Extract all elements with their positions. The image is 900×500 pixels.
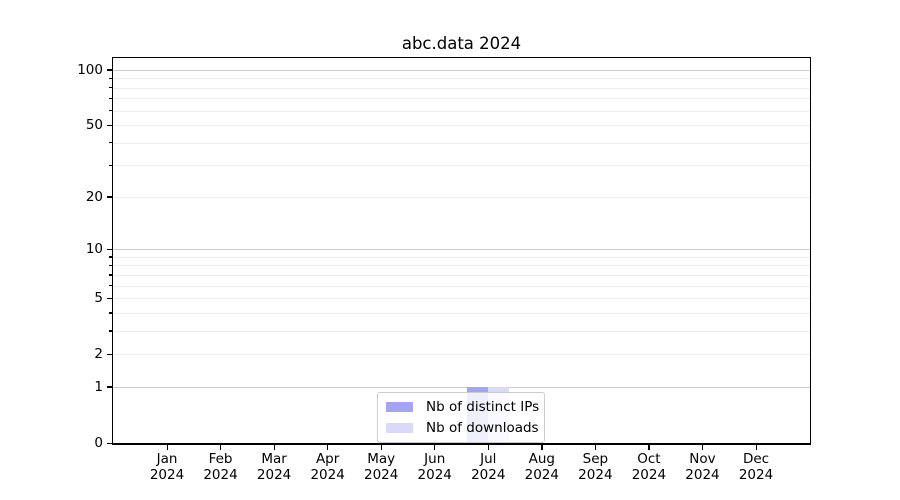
y-tick-label: 10 — [85, 241, 103, 258]
y-tick-label: 20 — [85, 188, 103, 205]
gridline-minor — [113, 354, 810, 356]
x-tick-year: 2024 — [578, 467, 613, 483]
gridline-minor — [113, 265, 810, 267]
legend-swatch-icon — [386, 423, 413, 433]
gridline-minor — [113, 110, 810, 112]
x-tick-year: 2024 — [310, 467, 345, 483]
gridline-minor — [113, 142, 810, 144]
legend-entry: Nb of distinct IPs — [386, 398, 540, 416]
gridline-minor — [113, 98, 810, 100]
x-tick — [755, 445, 757, 450]
legend-entry: Nb of downloads — [386, 419, 539, 437]
x-tick-month: Dec — [742, 451, 770, 467]
gridline-minor — [113, 165, 810, 167]
x-tick-year: 2024 — [363, 467, 399, 483]
y-tick-label: 50 — [85, 117, 103, 134]
x-tick-label: Mar 2024 — [239, 451, 309, 483]
x-tick — [541, 445, 543, 450]
legend-entry-label: Nb of downloads — [426, 420, 539, 436]
x-tick-year: 2024 — [203, 467, 238, 483]
x-tick-label: Oct 2024 — [614, 451, 684, 483]
gridline-major — [113, 386, 810, 388]
x-tick — [594, 445, 597, 450]
plot-area: Nb of distinct IPs Nb of downloads — [112, 57, 811, 445]
x-tick-month: Oct — [637, 451, 661, 467]
gridline-minor — [113, 330, 810, 332]
x-tick-year: 2024 — [738, 467, 774, 483]
x-tick-label: Jul 2024 — [453, 451, 523, 483]
gridline-major — [113, 69, 810, 71]
x-tick-label: May 2024 — [346, 451, 416, 483]
x-tick — [327, 445, 329, 450]
x-tick-label: Feb 2024 — [186, 451, 256, 483]
x-tick-year: 2024 — [631, 467, 667, 483]
x-tick-month: Nov — [689, 451, 716, 467]
x-tick-label: Jan 2024 — [132, 451, 202, 483]
y-tick-label: 100 — [77, 61, 103, 78]
x-tick — [434, 445, 436, 450]
x-tick-label: Nov 2024 — [667, 451, 737, 483]
x-tick — [380, 445, 382, 450]
x-tick — [220, 445, 222, 450]
x-tick-label: Aug 2024 — [507, 451, 577, 483]
gridline-minor — [113, 78, 810, 80]
x-tick-month: Mar — [261, 451, 287, 467]
legend-entry-label: Nb of distinct IPs — [426, 399, 540, 415]
x-tick-month: Apr — [315, 451, 340, 467]
chart-title: abc.data 2024 — [401, 34, 522, 53]
gridline-major — [113, 249, 810, 251]
x-tick-year: 2024 — [149, 467, 185, 483]
y-tick-label: 0 — [94, 435, 103, 451]
gridline-minor — [113, 274, 810, 276]
x-tick — [273, 445, 275, 450]
gridline-minor — [113, 256, 810, 258]
x-tick-year: 2024 — [524, 467, 559, 483]
gridline-minor — [113, 285, 810, 287]
x-tick-year: 2024 — [685, 467, 720, 483]
x-tick — [648, 445, 650, 450]
legend: Nb of distinct IPs Nb of downloads — [377, 392, 545, 443]
x-tick-month: Jul — [480, 451, 497, 467]
x-tick-month: Sep — [582, 451, 609, 467]
y-tick-label: 5 — [94, 290, 103, 307]
x-tick — [166, 445, 168, 450]
gridline-minor — [113, 87, 810, 89]
gridline-minor — [113, 298, 810, 300]
x-tick-month: Feb — [208, 451, 233, 467]
x-tick-month: May — [367, 451, 396, 467]
legend-swatch-icon — [386, 402, 413, 412]
y-tick-label: 1 — [94, 378, 103, 395]
x-tick-year: 2024 — [256, 467, 292, 483]
x-tick — [487, 445, 489, 450]
x-tick-month: Jan — [156, 451, 178, 467]
x-tick-month: Jun — [424, 451, 446, 467]
x-tick-label: Dec 2024 — [721, 451, 791, 483]
x-tick-year: 2024 — [471, 467, 506, 483]
x-tick-label: Sep 2024 — [560, 451, 630, 483]
x-tick-year: 2024 — [417, 467, 452, 483]
gridline-minor — [113, 196, 810, 198]
x-tick — [701, 445, 704, 450]
x-tick-label: Jun 2024 — [400, 451, 470, 483]
gridline-minor — [113, 312, 810, 314]
y-tick-label: 2 — [94, 346, 103, 363]
gridline-minor — [113, 125, 810, 127]
x-tick-label: Apr 2024 — [293, 451, 363, 483]
x-tick-month: Aug — [528, 451, 555, 467]
